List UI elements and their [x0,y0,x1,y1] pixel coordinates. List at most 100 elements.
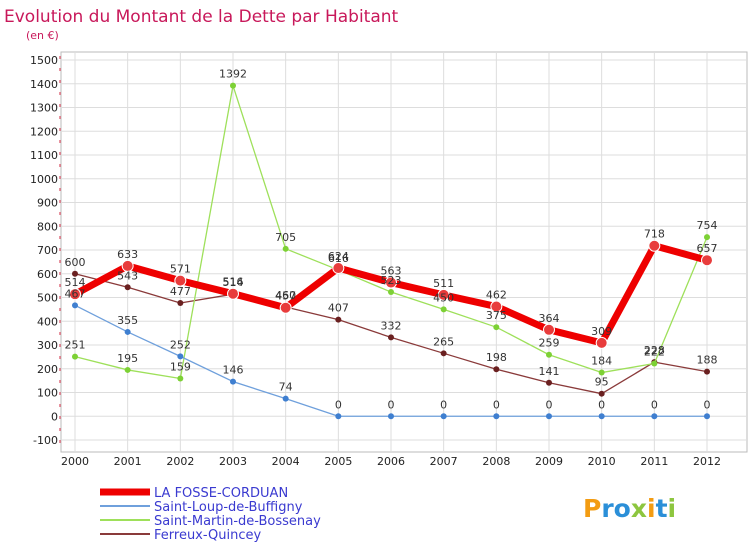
data-label: 364 [539,312,560,325]
y-tick-label: 1100 [30,149,58,162]
x-tick-label: 2012 [693,455,721,468]
y-tick-label: 1500 [30,54,58,67]
data-point-1 [704,413,710,420]
data-label: 633 [117,248,138,261]
plot-frame [60,51,748,453]
data-point-2 [493,324,500,331]
data-label: 514 [223,276,244,289]
data-label: 355 [117,314,138,327]
y-tick-label: 700 [37,244,58,257]
data-point-2 [282,245,289,252]
data-label: 332 [381,319,402,332]
data-point-1 [388,413,394,420]
data-label: 228 [644,344,665,357]
x-tick-label: 2004 [272,455,300,468]
y-tick-label: 300 [37,339,58,352]
x-tick-label: 2008 [482,455,510,468]
x-tick-label: 2009 [535,455,563,468]
y-tick-label: 600 [37,268,58,281]
data-point-2 [651,360,658,367]
data-label: 198 [486,351,507,364]
x-tick-label: 2005 [324,455,352,468]
data-label: 0 [546,398,553,411]
data-label: 460 [275,289,296,302]
data-label: 467 [65,287,86,300]
data-point-1 [230,378,236,385]
data-point-3 [440,350,447,357]
data-point-0 [332,262,345,275]
data-point-3 [335,316,342,323]
brand-letter: x [631,494,647,523]
y-tick-label: 1300 [30,102,58,115]
brand-letter: P [583,494,601,523]
data-label: 184 [591,355,612,368]
data-point-2 [388,289,394,296]
x-tick-label: 2003 [219,455,247,468]
data-label: 265 [433,335,454,348]
data-point-2 [704,234,710,241]
x-tick-label: 2010 [588,455,616,468]
data-label: 159 [170,360,191,373]
data-point-0 [701,254,713,267]
legend-label: Ferreux-Quincey [154,528,262,543]
legend-label: Saint-Martin-de-Bossenay [154,514,321,529]
data-point-2 [546,351,552,358]
y-tick-label: 500 [37,292,58,305]
data-point-0 [121,259,134,272]
data-label: 195 [117,352,138,365]
data-label: 516 [223,276,244,289]
data-label: 543 [117,269,138,282]
data-label: 141 [539,365,560,378]
data-label: 754 [697,219,718,232]
brand-letter: t [656,494,668,523]
data-point-3 [598,390,605,397]
y-tick-label: 900 [37,197,58,210]
data-point-1 [598,413,605,420]
data-point-1 [493,413,500,420]
brand-letter: r [601,494,614,523]
data-point-1 [440,413,447,420]
data-label: 188 [697,354,718,367]
brand-letter: o [614,494,631,523]
data-label: 514 [65,276,86,289]
data-point-0 [69,288,81,301]
data-label: 0 [598,398,605,411]
y-tick-label: -100 [33,434,58,447]
data-point-1 [335,413,342,420]
data-label: 95 [595,376,609,389]
data-label: 450 [433,291,454,304]
data-point-1 [282,395,289,402]
data-point-3 [177,299,184,306]
y-tick-label: 400 [37,315,58,328]
data-point-3 [493,366,500,373]
data-point-1 [546,413,552,420]
x-tick-label: 2001 [114,455,142,468]
y-tick-label: 1400 [30,78,58,91]
data-label: 477 [170,285,191,298]
data-point-1 [72,302,78,309]
data-point-0 [227,287,239,300]
x-tick-label: 2011 [640,455,668,468]
x-axis: 2000 2001 2002 2003 2004 2005 2006 2007 2008 2009… [61,455,721,468]
data-label: 251 [65,339,86,352]
legend-label: Saint-Loup-de-Buffigny [154,500,303,515]
x-tick-label: 2006 [377,455,405,468]
data-point-0 [543,323,555,336]
data-label: 146 [223,364,244,377]
data-point-0 [437,288,450,301]
data-label: 74 [279,381,293,394]
data-label: 0 [335,398,342,411]
data-point-1 [177,353,184,360]
data-labels: 514 633 571 516 457 624 563 511 462 364 309 718 657 4… [65,68,718,412]
data-label: 523 [381,274,402,287]
data-label: 718 [644,228,665,241]
data-label: 407 [328,302,349,315]
data-point-2 [230,82,236,89]
data-label: 457 [275,290,296,303]
y-tick-label: 100 [37,387,58,400]
data-point-3 [704,368,710,375]
data-label: 511 [433,277,454,290]
data-point-2 [124,366,131,373]
y-tick-label: 0 [51,410,58,423]
